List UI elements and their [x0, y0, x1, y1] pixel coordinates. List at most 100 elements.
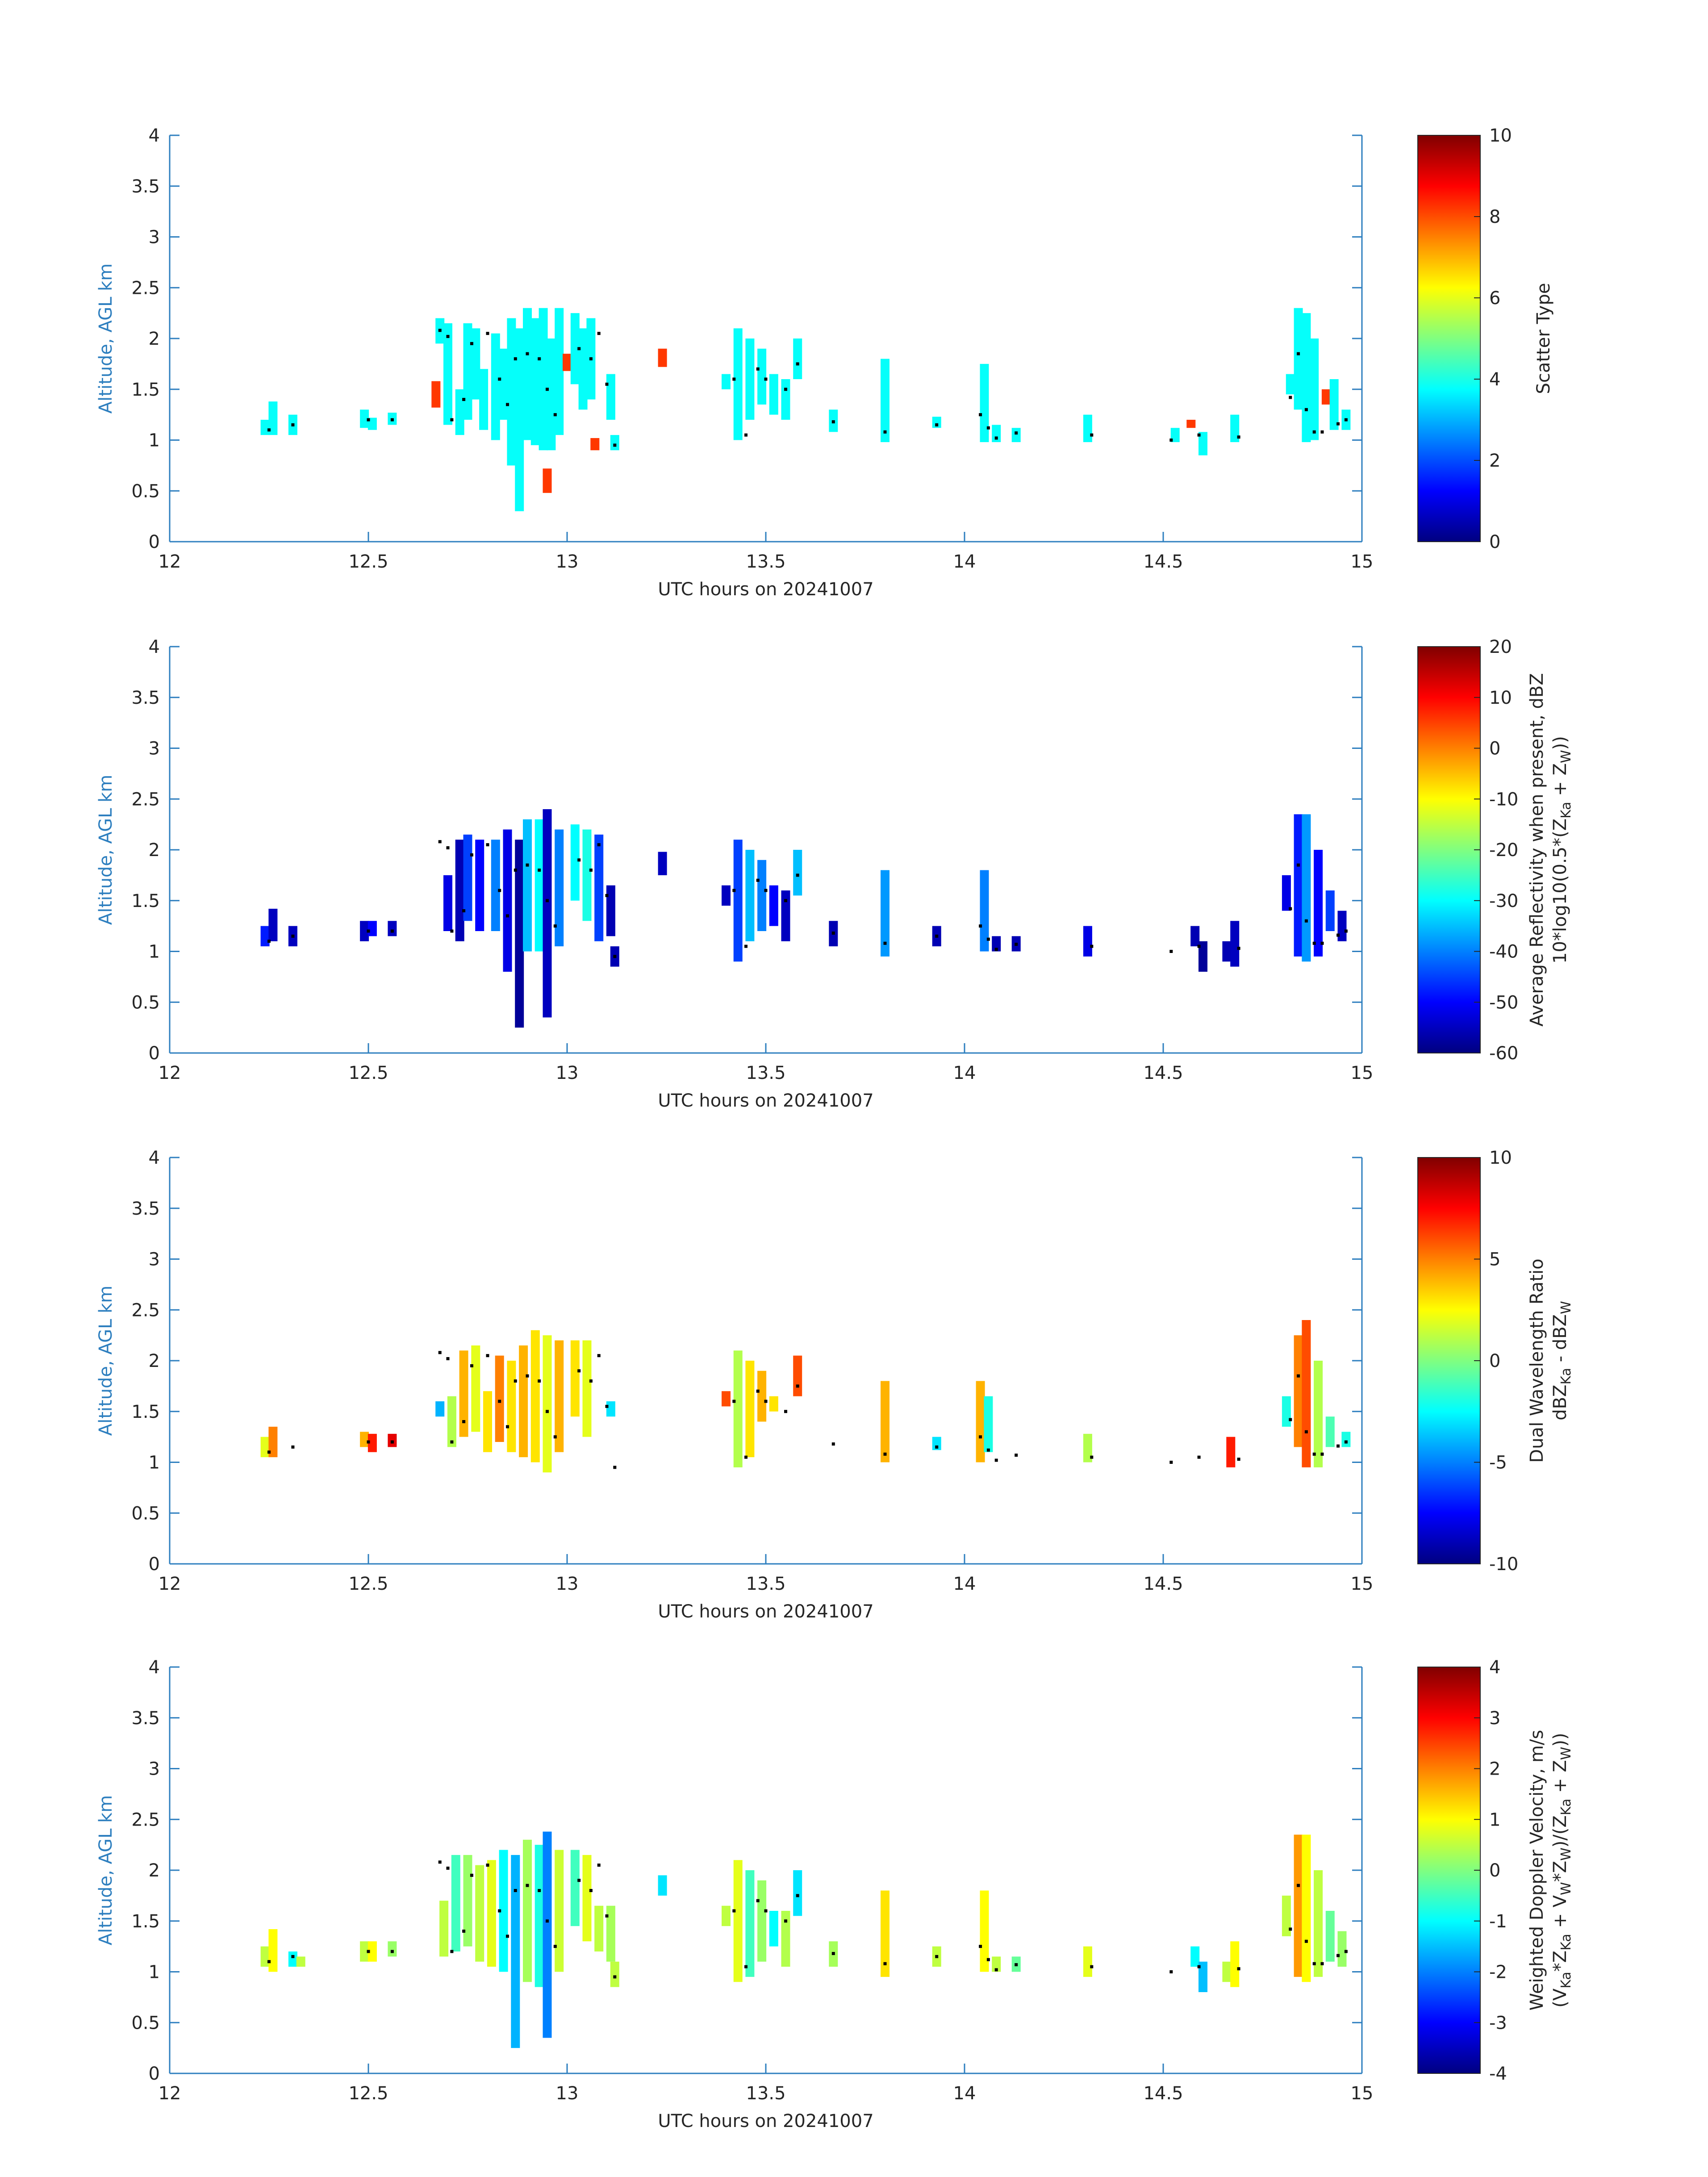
- y-tick-label: 3.5: [131, 1199, 160, 1219]
- y-tick-label: 0.5: [131, 2013, 160, 2033]
- y-tick-label: 3.5: [131, 176, 160, 197]
- data-marker-dot: [597, 1864, 601, 1867]
- data-marker-dot: [267, 940, 271, 943]
- data-marker-dot: [732, 1400, 736, 1403]
- colorbar: [1417, 135, 1481, 542]
- y-axis-label: Altitude, AGL km: [96, 1795, 116, 1946]
- data-cell-column: [367, 921, 377, 936]
- data-marker-dot: [1237, 1967, 1240, 1971]
- data-cell-column: [881, 1381, 889, 1462]
- data-marker-dot: [546, 1410, 549, 1413]
- colorbar-tick-label: -10: [1489, 1554, 1518, 1575]
- data-marker-dot: [589, 357, 593, 360]
- y-tick-label: 2.5: [131, 1809, 160, 1830]
- data-cell-column: [745, 1361, 755, 1458]
- data-cell-column: [757, 860, 767, 931]
- colorbar-label-text: 10*log10(0.5*(Z: [1550, 819, 1570, 964]
- x-tick-label: 13: [556, 552, 579, 572]
- data-marker-dot: [883, 1452, 887, 1456]
- y-tick-label: 4: [149, 125, 160, 146]
- data-cell-column: [519, 1345, 528, 1458]
- y-tick-label: 3.5: [131, 1708, 160, 1729]
- data-marker-dot: [291, 1445, 295, 1449]
- x-tick-label: 12: [159, 552, 181, 572]
- y-tick-label: 3: [149, 739, 160, 759]
- data-cell-column: [507, 1361, 516, 1452]
- data-cell-column: [781, 1911, 790, 1967]
- data-cell-column: [1294, 1834, 1303, 1977]
- colorbar-tick-label: -5: [1489, 1453, 1507, 1473]
- data-marker-dot: [450, 418, 454, 422]
- data-cell-column: [471, 1345, 480, 1432]
- data-cell-column: [388, 1941, 397, 1957]
- y-tick-label: 3: [149, 1249, 160, 1270]
- colorbar-tick-label: -60: [1489, 1043, 1518, 1064]
- data-marker-dot: [597, 843, 601, 847]
- data-marker-dot: [1336, 1954, 1340, 1957]
- data-cell-column: [1302, 1834, 1311, 1982]
- colorbar-tick-label: 1: [1489, 1809, 1500, 1830]
- data-marker-dot: [1320, 1962, 1324, 1965]
- data-cell-column: [491, 840, 500, 931]
- x-tick-label: 12: [159, 1063, 181, 1083]
- data-cell-column: [475, 1865, 484, 1962]
- data-marker-dot: [935, 423, 939, 426]
- data-cell-column: [1325, 890, 1335, 931]
- x-tick-label: 13: [556, 1063, 579, 1083]
- data-marker-dot: [1320, 941, 1324, 945]
- data-cell-column: [881, 1890, 889, 1977]
- data-marker-dot: [831, 932, 835, 935]
- data-cell-column: [260, 926, 270, 947]
- data-marker-dot: [538, 1889, 541, 1892]
- data-cell-column: [793, 1355, 802, 1396]
- data-cell-column: [1199, 1961, 1207, 1992]
- data-marker-dot: [1015, 943, 1018, 946]
- data-cell-column: [606, 885, 615, 936]
- colorbar-label-subscript: Ka: [1558, 1934, 1574, 1951]
- data-cell-column: [260, 420, 270, 435]
- data-cell-column: [590, 438, 600, 451]
- data-cell-column: [431, 381, 441, 408]
- x-tick-label: 14.5: [1143, 1574, 1183, 1594]
- data-cell-column: [733, 1860, 743, 1982]
- y-tick-label: 0: [149, 2064, 160, 2084]
- colorbar-label-line1: Average Reflectivity when present, dBZ: [1527, 673, 1547, 1026]
- data-marker-dot: [546, 388, 549, 391]
- colorbar-tick-label: -40: [1489, 942, 1518, 962]
- y-tick-label: 3.5: [131, 688, 160, 708]
- y-tick-label: 1: [149, 1453, 160, 1473]
- colorbar-label-text: - dBZ: [1550, 1314, 1570, 1368]
- data-marker-dot: [589, 1889, 593, 1892]
- data-marker-dot: [1344, 1950, 1348, 1953]
- colorbar-label-text: Dual Wavelength Ratio: [1527, 1258, 1547, 1462]
- data-cell-column: [1083, 1433, 1092, 1462]
- data-marker-dot: [744, 944, 748, 948]
- data-marker-dot: [1090, 944, 1094, 948]
- data-marker-dot: [438, 1351, 442, 1354]
- y-tick-label: 0.5: [131, 481, 160, 501]
- data-marker-dot: [1297, 863, 1300, 867]
- y-axis-label: Altitude, AGL km: [96, 263, 116, 414]
- data-cell-column: [268, 1929, 278, 1972]
- data-cell-column: [610, 1961, 619, 1987]
- colorbar-label-text: Average Reflectivity when present, dBZ: [1527, 673, 1547, 1026]
- panel-average-reflectivity: 12 12.5 13 13.5 14 14.5 15 0 0.5 1 1.5 2 2.5 3 3.5 4 UTC…: [96, 637, 1574, 1111]
- data-marker-dot: [390, 418, 394, 422]
- data-cell-column: [578, 328, 588, 410]
- data-marker-dot: [1015, 431, 1018, 435]
- data-marker-dot: [450, 1950, 454, 1953]
- data-marker-dot: [1237, 435, 1240, 439]
- data-marker-dot: [796, 1384, 799, 1388]
- data-cell-column: [515, 840, 524, 1028]
- data-cell-column: [570, 313, 580, 384]
- colorbar-label-line1: Weighted Doppler Velocity, m/s: [1527, 1730, 1547, 2011]
- data-marker-dot: [546, 899, 549, 903]
- colorbar: [1417, 1667, 1481, 2074]
- colorbar-tick-label: 10: [1489, 125, 1512, 146]
- data-marker-dot: [1169, 439, 1173, 442]
- data-cell-column: [594, 1905, 604, 1951]
- data-marker-dot: [605, 1404, 609, 1408]
- data-cell-column: [1294, 308, 1303, 410]
- colorbar-tick-label: 0: [1489, 1860, 1500, 1881]
- colorbar-label-subscript: Ka: [1558, 802, 1574, 819]
